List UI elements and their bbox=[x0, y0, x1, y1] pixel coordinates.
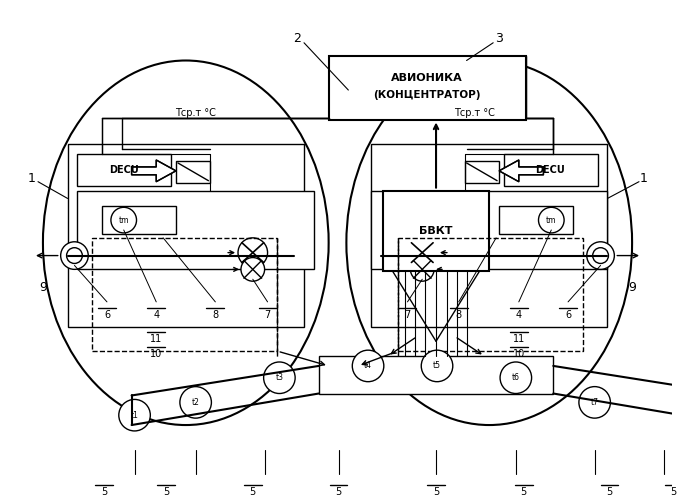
Text: БВКТ: БВКТ bbox=[419, 226, 453, 236]
Text: DECU: DECU bbox=[536, 165, 565, 175]
Circle shape bbox=[60, 242, 88, 270]
Text: 7: 7 bbox=[264, 310, 271, 320]
Text: 4: 4 bbox=[153, 310, 159, 320]
Circle shape bbox=[264, 362, 295, 394]
Circle shape bbox=[353, 350, 384, 382]
Circle shape bbox=[538, 208, 564, 233]
Bar bbox=[371, 144, 607, 326]
Text: 7: 7 bbox=[404, 310, 411, 320]
Text: 5: 5 bbox=[336, 487, 342, 497]
Bar bbox=[383, 190, 490, 272]
Circle shape bbox=[407, 238, 437, 268]
Text: tm: tm bbox=[546, 216, 557, 224]
Text: t2: t2 bbox=[192, 398, 199, 407]
Text: t3: t3 bbox=[275, 373, 283, 382]
Circle shape bbox=[238, 238, 268, 268]
Polygon shape bbox=[132, 160, 176, 182]
Text: 5: 5 bbox=[671, 487, 677, 497]
Text: t6: t6 bbox=[512, 373, 520, 382]
Text: 11: 11 bbox=[150, 334, 162, 344]
Bar bbox=[77, 190, 314, 270]
Bar bbox=[397, 238, 583, 351]
Text: 3: 3 bbox=[495, 32, 503, 46]
Circle shape bbox=[421, 350, 453, 382]
Bar bbox=[499, 206, 573, 234]
Ellipse shape bbox=[346, 60, 632, 425]
Text: 11: 11 bbox=[513, 334, 525, 344]
Circle shape bbox=[586, 242, 614, 270]
Bar bbox=[68, 144, 304, 326]
Circle shape bbox=[579, 386, 610, 418]
Text: 2: 2 bbox=[293, 32, 301, 46]
Text: t5: t5 bbox=[433, 362, 441, 370]
Text: 9: 9 bbox=[39, 280, 47, 293]
Circle shape bbox=[410, 258, 434, 281]
Circle shape bbox=[241, 258, 264, 281]
Circle shape bbox=[500, 362, 532, 394]
Text: t1: t1 bbox=[131, 410, 138, 420]
Text: 5: 5 bbox=[433, 487, 439, 497]
Text: t7: t7 bbox=[591, 398, 599, 407]
Text: 9: 9 bbox=[628, 280, 636, 293]
Bar bbox=[464, 161, 499, 182]
Text: DECU: DECU bbox=[109, 165, 138, 175]
Text: 1: 1 bbox=[27, 172, 35, 185]
Circle shape bbox=[119, 400, 151, 431]
Circle shape bbox=[593, 248, 608, 264]
Polygon shape bbox=[499, 160, 544, 182]
Text: Tср.т °С: Tср.т °С bbox=[175, 108, 216, 118]
Text: 6: 6 bbox=[565, 310, 571, 320]
Circle shape bbox=[111, 208, 136, 233]
Bar bbox=[504, 154, 597, 186]
Text: 8: 8 bbox=[212, 310, 218, 320]
Text: 5: 5 bbox=[250, 487, 256, 497]
Bar bbox=[102, 206, 176, 234]
Text: tm: tm bbox=[119, 216, 129, 224]
Text: 1: 1 bbox=[640, 172, 648, 185]
Bar bbox=[92, 238, 277, 351]
Text: Tср.т °С: Tср.т °С bbox=[454, 108, 495, 118]
Text: АВИОНИКА: АВИОНИКА bbox=[391, 73, 463, 83]
Text: 5: 5 bbox=[521, 487, 527, 497]
Circle shape bbox=[66, 248, 82, 264]
Text: 5: 5 bbox=[101, 487, 107, 497]
Bar bbox=[319, 356, 553, 394]
Text: 5: 5 bbox=[606, 487, 612, 497]
Text: 5: 5 bbox=[163, 487, 170, 497]
Ellipse shape bbox=[43, 60, 329, 425]
Text: 4: 4 bbox=[516, 310, 522, 320]
Bar bbox=[329, 56, 525, 120]
Bar bbox=[371, 190, 607, 270]
Bar bbox=[77, 154, 171, 186]
Circle shape bbox=[180, 386, 212, 418]
Text: 10: 10 bbox=[150, 349, 162, 359]
Text: 8: 8 bbox=[456, 310, 462, 320]
Text: 10: 10 bbox=[513, 349, 525, 359]
Text: t4: t4 bbox=[364, 362, 372, 370]
Text: (КОНЦЕНТРАТОР): (КОНЦЕНТРАТОР) bbox=[374, 90, 481, 100]
Bar bbox=[176, 161, 210, 182]
Text: 6: 6 bbox=[104, 310, 110, 320]
